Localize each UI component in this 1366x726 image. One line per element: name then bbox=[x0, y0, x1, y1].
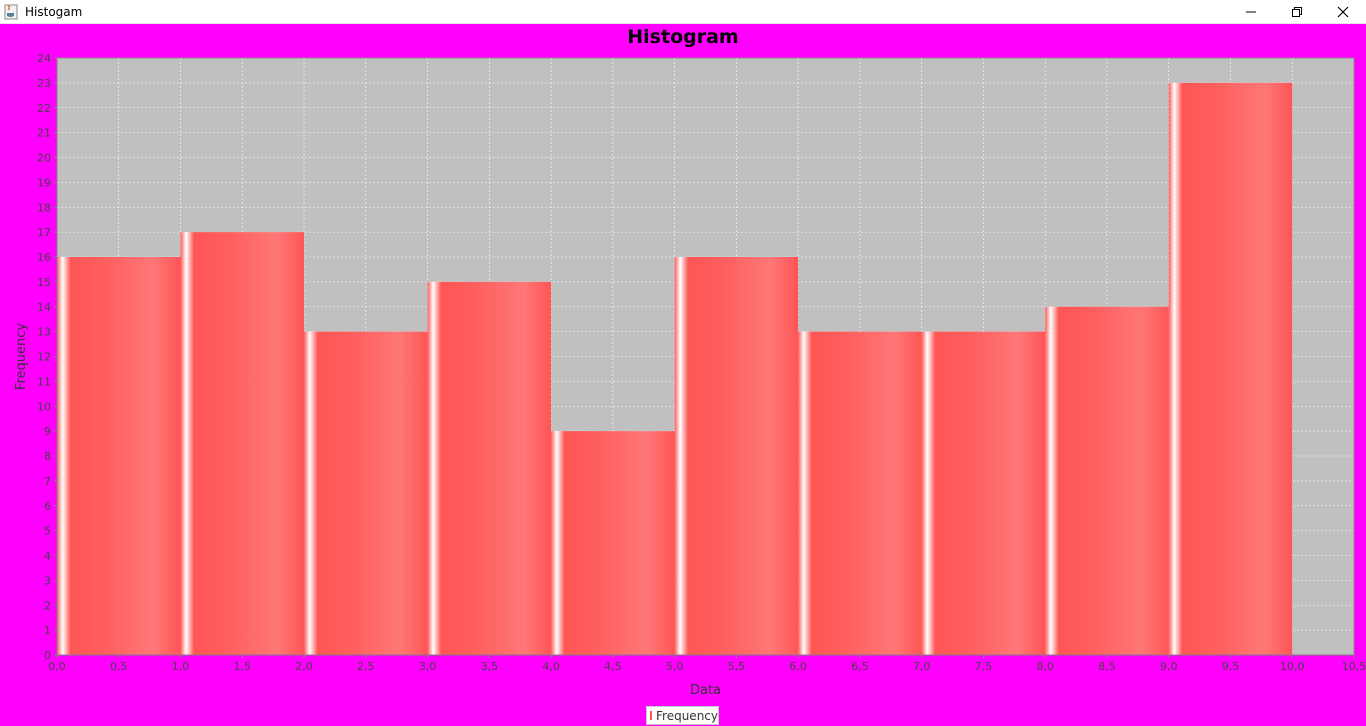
x-tick-label: 10,0 bbox=[1280, 660, 1305, 673]
x-tick-label: 4,0 bbox=[542, 660, 560, 673]
x-tick-label: 0,5 bbox=[110, 660, 128, 673]
x-tick-label: 9,5 bbox=[1222, 660, 1240, 673]
y-tick-label: 18 bbox=[37, 201, 51, 214]
x-tick-label: 5,5 bbox=[728, 660, 746, 673]
y-tick-label: 15 bbox=[37, 276, 51, 289]
minimize-icon[interactable] bbox=[1228, 0, 1274, 23]
y-tick-label: 17 bbox=[37, 226, 51, 239]
y-tick-label: 20 bbox=[37, 152, 51, 165]
x-tick-label: 4,5 bbox=[604, 660, 622, 673]
x-tick-label: 2,0 bbox=[295, 660, 313, 673]
histogram-bar-8 bbox=[1045, 306, 1169, 655]
x-tick-label: 8,0 bbox=[1036, 660, 1054, 673]
y-tick-label: 0 bbox=[44, 649, 51, 662]
histogram-bar-5 bbox=[674, 257, 799, 655]
histogram-bar-1 bbox=[180, 232, 305, 655]
plot-border bbox=[56, 57, 1355, 656]
x-axis-label: Data bbox=[690, 683, 721, 698]
close-icon[interactable] bbox=[1320, 0, 1366, 23]
y-tick-label: 2 bbox=[44, 599, 51, 612]
histogram-bar-7 bbox=[921, 331, 1046, 655]
y-tick-label: 12 bbox=[37, 351, 51, 364]
x-tick-label: 2,5 bbox=[357, 660, 375, 673]
x-tick-label: 3,0 bbox=[419, 660, 437, 673]
x-tick-label: 1,0 bbox=[172, 660, 190, 673]
x-tick-label: 8,5 bbox=[1098, 660, 1116, 673]
histogram-bar-2 bbox=[304, 331, 428, 655]
x-tick-label: 6,0 bbox=[789, 660, 807, 673]
restore-icon[interactable] bbox=[1274, 0, 1320, 23]
x-tick-label: 1,5 bbox=[234, 660, 252, 673]
y-tick-label: 5 bbox=[44, 525, 51, 538]
y-tick-label: 10 bbox=[37, 400, 51, 413]
y-tick-label: 6 bbox=[44, 500, 51, 513]
y-tick-label: 4 bbox=[44, 550, 51, 563]
x-tick-label: 6,5 bbox=[851, 660, 869, 673]
histogram-bar-9 bbox=[1168, 82, 1293, 655]
y-tick-label: 24 bbox=[37, 52, 51, 65]
y-tick-label: 13 bbox=[37, 326, 51, 339]
histogram-bar-3 bbox=[427, 281, 552, 655]
y-tick-label: 3 bbox=[44, 574, 51, 587]
histogram-bar-4 bbox=[551, 431, 675, 655]
histogram-bar-6 bbox=[798, 331, 922, 655]
y-tick-label: 21 bbox=[37, 127, 51, 140]
y-tick-label: 22 bbox=[37, 102, 51, 115]
y-tick-label: 16 bbox=[37, 251, 51, 264]
x-tick-label: 10,5 bbox=[1342, 660, 1366, 673]
x-tick-label: 5,0 bbox=[666, 660, 684, 673]
y-tick-label: 11 bbox=[37, 375, 51, 388]
window-titlebar: Histogam bbox=[0, 0, 1366, 24]
y-tick-label: 1 bbox=[44, 624, 51, 637]
window-title: Histogam bbox=[25, 4, 83, 19]
histogram-bar-0 bbox=[57, 257, 181, 655]
legend-swatch bbox=[650, 711, 652, 720]
y-tick-label: 8 bbox=[44, 450, 51, 463]
legend: Frequency bbox=[646, 706, 719, 725]
x-tick-label: 0,0 bbox=[48, 660, 66, 673]
y-tick-label: 9 bbox=[44, 425, 51, 438]
x-tick-label: 7,0 bbox=[913, 660, 931, 673]
x-tick-label: 7,5 bbox=[975, 660, 993, 673]
y-tick-label: 23 bbox=[37, 77, 51, 90]
java-cup-icon bbox=[3, 4, 19, 20]
legend-label: Frequency bbox=[656, 708, 718, 723]
plot-area bbox=[57, 58, 1354, 655]
y-tick-label: 19 bbox=[37, 176, 51, 189]
y-tick-label: 7 bbox=[44, 475, 51, 488]
y-tick-label: 14 bbox=[37, 301, 51, 314]
chart-title: Histogram bbox=[627, 26, 739, 48]
x-tick-label: 3,5 bbox=[481, 660, 499, 673]
y-axis-label: Frequency bbox=[14, 323, 29, 390]
grid-lines bbox=[56, 57, 1355, 656]
x-tick-label: 9,0 bbox=[1160, 660, 1178, 673]
